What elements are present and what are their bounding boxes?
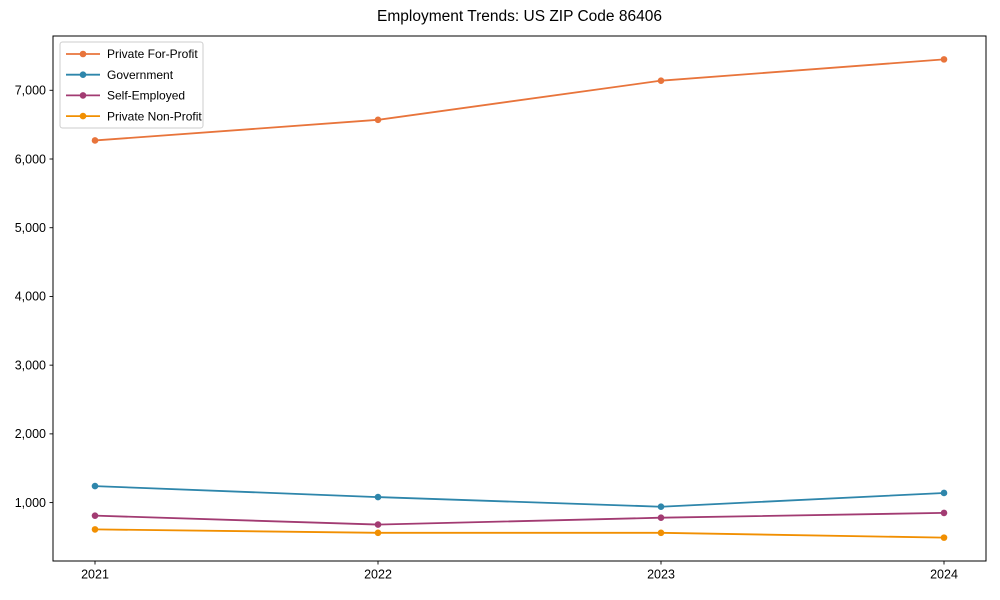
data-point	[940, 534, 948, 541]
data-point	[374, 493, 382, 501]
legend-label: Private For-Profit	[107, 47, 198, 61]
x-tick-label: 2021	[81, 568, 109, 582]
data-point	[91, 512, 99, 519]
y-tick-label: 1,000	[15, 496, 46, 510]
legend-item-government: Government	[66, 68, 174, 82]
y-tick-label: 6,000	[15, 152, 46, 166]
data-point	[91, 482, 99, 490]
data-point	[657, 503, 665, 511]
data-point	[657, 514, 665, 522]
data-point	[940, 56, 948, 63]
data-point	[657, 77, 665, 84]
legend-marker	[79, 71, 87, 78]
data-point	[91, 526, 99, 533]
legend-marker	[79, 112, 87, 120]
data-point	[940, 509, 948, 517]
series-private-non-profit	[91, 526, 948, 541]
x-tick-label: 2024	[930, 568, 958, 582]
y-tick-label: 4,000	[15, 290, 46, 304]
data-point	[374, 529, 382, 537]
x-tick-label: 2023	[647, 568, 675, 582]
data-point	[374, 116, 382, 124]
series-government	[91, 482, 948, 511]
data-point	[374, 521, 382, 528]
legend-marker	[79, 50, 87, 58]
data-point	[940, 489, 948, 497]
legend: Private For-Profit Government Self-Employe…	[59, 41, 204, 129]
legend-item-private-for-profit: Private For-Profit	[66, 47, 198, 61]
series-line	[94, 58, 945, 142]
legend-label: Government	[107, 68, 174, 82]
series-line	[94, 528, 945, 539]
legend-label: Private Non-Profit	[107, 109, 202, 123]
series-line	[94, 511, 945, 526]
legend-marker	[79, 92, 87, 99]
y-tick-label: 2,000	[15, 427, 46, 441]
legend-label: Self-Employed	[107, 89, 185, 103]
y-tick-label: 3,000	[15, 358, 46, 372]
x-tick-label: 2022	[364, 568, 392, 582]
series-private-for-profit	[91, 56, 948, 144]
chart-title: Employment Trends: US ZIP Code 86406	[377, 8, 662, 25]
legend-box	[59, 41, 204, 129]
y-tick-label: 7,000	[15, 84, 46, 98]
legend-item-private-non-profit: Private Non-Profit	[66, 109, 202, 123]
series-self-employed	[91, 509, 948, 528]
y-tick-label: 5,000	[15, 221, 46, 235]
series-line	[94, 485, 945, 508]
data-point	[657, 529, 665, 537]
data-point	[91, 137, 99, 144]
plot-border	[52, 35, 987, 562]
legend-item-self-employed: Self-Employed	[66, 89, 185, 103]
